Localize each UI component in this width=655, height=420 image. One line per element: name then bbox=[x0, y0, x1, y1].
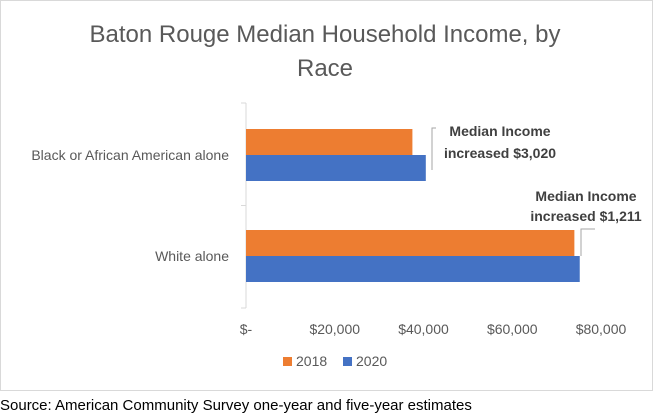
x-tick-label: $- bbox=[240, 321, 253, 337]
x-tick-label: $20,000 bbox=[309, 321, 360, 337]
legend-label: 2020 bbox=[356, 353, 387, 369]
x-tick-label: $40,000 bbox=[398, 321, 449, 337]
bar-2020-1 bbox=[246, 155, 426, 181]
legend-label: 2018 bbox=[296, 353, 327, 369]
bar-2018-1 bbox=[246, 129, 413, 155]
bar-2018-2 bbox=[246, 230, 575, 256]
annotation-text: increased $3,020 bbox=[444, 145, 556, 161]
annotation-text: Median Income bbox=[449, 123, 550, 139]
category-label: Black or African American alone bbox=[31, 147, 229, 163]
legend-swatch-2018 bbox=[283, 357, 292, 366]
bar-chart: Black or African American alone White alo… bbox=[31, 102, 642, 369]
bar-2020-2 bbox=[246, 256, 580, 282]
source-note: Source: American Community Survey one-ye… bbox=[0, 397, 472, 414]
legend-swatch-2020 bbox=[343, 357, 352, 366]
chart-title: Baton Rouge Median Household Income, by … bbox=[89, 21, 561, 82]
chart-frame bbox=[0, 0, 653, 391]
annotation-text: Median Income bbox=[535, 188, 636, 204]
x-tick-label: $80,000 bbox=[576, 321, 627, 337]
annotation-leader-line bbox=[580, 228, 595, 256]
category-label: White alone bbox=[155, 248, 229, 264]
annotation-text: increased $1,211 bbox=[530, 208, 642, 224]
annotation-leader-line bbox=[431, 127, 436, 170]
x-tick-label: $60,000 bbox=[487, 321, 538, 337]
